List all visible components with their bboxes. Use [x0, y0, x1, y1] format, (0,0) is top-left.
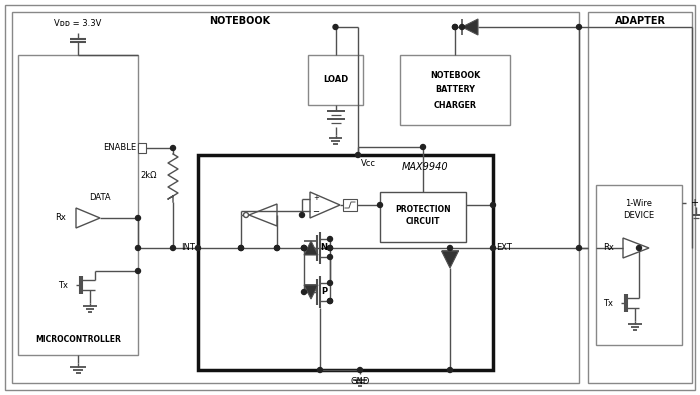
Text: ADAPTER: ADAPTER [615, 16, 666, 26]
Text: Tx: Tx [58, 280, 68, 290]
Polygon shape [304, 241, 318, 255]
FancyBboxPatch shape [308, 55, 363, 105]
Circle shape [447, 246, 452, 250]
Circle shape [377, 203, 382, 207]
Text: ENABLE: ENABLE [103, 143, 136, 152]
FancyBboxPatch shape [198, 155, 493, 370]
FancyBboxPatch shape [12, 12, 579, 383]
Text: Vᴄᴄ: Vᴄᴄ [361, 160, 376, 169]
Polygon shape [462, 19, 478, 35]
Text: +: + [313, 196, 319, 201]
Circle shape [171, 145, 176, 150]
Circle shape [302, 246, 307, 250]
Circle shape [328, 237, 332, 241]
Circle shape [239, 246, 244, 250]
Text: CIRCUIT: CIRCUIT [406, 218, 440, 226]
Text: INT: INT [181, 243, 195, 252]
FancyBboxPatch shape [400, 55, 510, 125]
Circle shape [333, 24, 338, 30]
Circle shape [239, 246, 244, 250]
FancyBboxPatch shape [380, 192, 466, 242]
Text: MICROCONTROLLER: MICROCONTROLLER [35, 335, 121, 344]
FancyBboxPatch shape [343, 199, 357, 211]
Text: P: P [321, 288, 327, 297]
Text: 1-Wire: 1-Wire [626, 199, 652, 207]
Circle shape [328, 246, 332, 250]
Text: +: + [690, 198, 698, 208]
Circle shape [302, 246, 307, 250]
Text: MAX9940: MAX9940 [402, 162, 448, 172]
Circle shape [136, 269, 141, 273]
Circle shape [300, 213, 304, 218]
FancyBboxPatch shape [588, 12, 692, 383]
Circle shape [302, 290, 307, 295]
Polygon shape [442, 251, 458, 268]
Text: Rx: Rx [603, 243, 614, 252]
FancyBboxPatch shape [138, 143, 146, 153]
Circle shape [328, 299, 332, 303]
FancyBboxPatch shape [596, 185, 682, 345]
FancyBboxPatch shape [5, 5, 695, 390]
Text: −: − [312, 207, 319, 216]
Circle shape [459, 24, 465, 30]
Text: 2kΩ: 2kΩ [141, 171, 157, 179]
Text: Rx: Rx [55, 214, 66, 222]
Circle shape [577, 246, 582, 250]
Circle shape [136, 246, 141, 250]
Circle shape [491, 203, 496, 207]
Text: DEVICE: DEVICE [624, 211, 655, 220]
Text: Tx: Tx [603, 299, 613, 307]
Circle shape [356, 152, 360, 158]
Circle shape [328, 299, 332, 303]
Circle shape [274, 246, 279, 250]
Text: GND: GND [350, 378, 370, 386]
Circle shape [195, 246, 200, 250]
Text: DATA: DATA [89, 194, 111, 203]
Circle shape [328, 280, 332, 286]
Text: PROTECTION: PROTECTION [395, 205, 451, 214]
Text: LOAD: LOAD [323, 75, 348, 85]
Circle shape [171, 246, 176, 250]
Text: Vᴅᴅ = 3.3V: Vᴅᴅ = 3.3V [55, 19, 102, 28]
Circle shape [452, 24, 458, 30]
Circle shape [636, 246, 641, 250]
Circle shape [274, 246, 279, 250]
Circle shape [577, 24, 582, 30]
Text: NOTEBOOK: NOTEBOOK [430, 70, 480, 79]
Circle shape [318, 367, 323, 372]
FancyBboxPatch shape [18, 55, 138, 355]
Circle shape [421, 145, 426, 149]
Circle shape [328, 254, 332, 260]
Text: BATTERY: BATTERY [435, 85, 475, 94]
Circle shape [302, 246, 307, 250]
Text: N: N [321, 243, 328, 252]
Text: NOTEBOOK: NOTEBOOK [209, 16, 271, 26]
Circle shape [491, 246, 496, 250]
Circle shape [136, 216, 141, 220]
Text: EXT: EXT [496, 243, 512, 252]
Circle shape [358, 367, 363, 372]
Circle shape [447, 367, 452, 372]
Text: CHARGER: CHARGER [433, 100, 477, 109]
Circle shape [328, 246, 332, 250]
Circle shape [452, 24, 458, 30]
Polygon shape [304, 285, 318, 299]
